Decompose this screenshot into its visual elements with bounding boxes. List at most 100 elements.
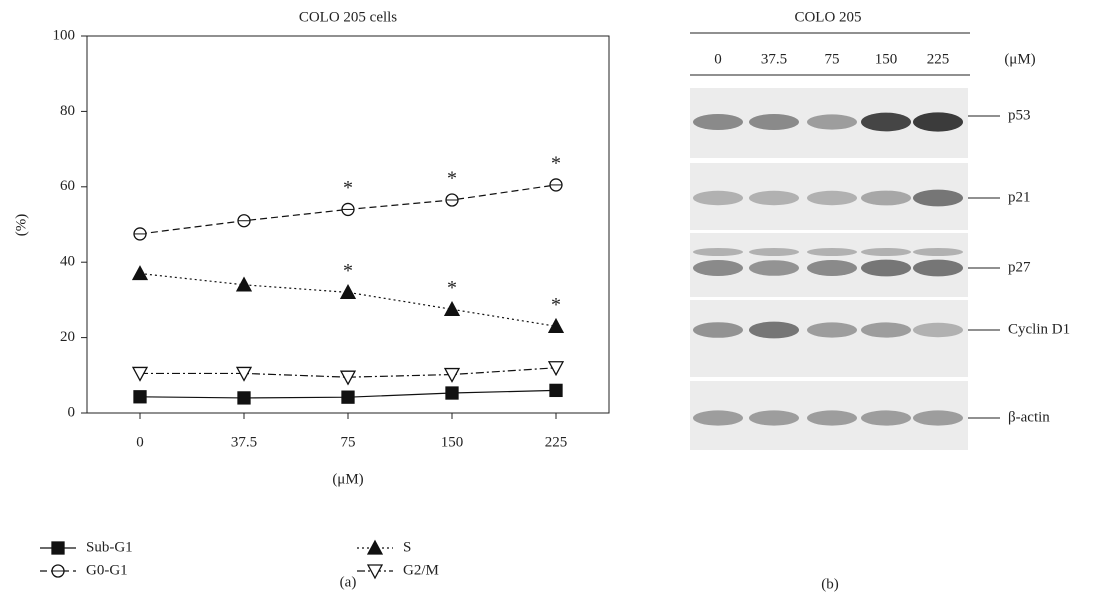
legend-item: G2/M — [357, 562, 439, 580]
marker — [341, 390, 355, 404]
marker — [547, 317, 565, 333]
lane-label: 225 — [927, 51, 950, 67]
band — [807, 260, 857, 276]
legend-item: G0-G1 — [40, 562, 128, 578]
lane-label: 37.5 — [761, 51, 787, 67]
significance-mark: * — [343, 177, 353, 199]
chart-title: COLO 205 cells — [299, 9, 397, 25]
blot-panel — [690, 381, 968, 450]
marker — [547, 361, 565, 377]
marker — [235, 366, 253, 382]
marker — [133, 227, 147, 241]
band — [693, 114, 743, 130]
protein-label: β-actin — [1008, 409, 1050, 425]
band — [749, 321, 799, 339]
band — [693, 190, 743, 206]
y-tick-label: 80 — [60, 103, 75, 119]
y-tick-label: 20 — [60, 329, 75, 345]
band — [693, 322, 743, 338]
x-tick-label: 150 — [441, 434, 464, 450]
marker — [443, 367, 461, 383]
marker — [237, 214, 251, 228]
protein-label: p53 — [1008, 107, 1031, 123]
protein-label: Cyclin D1 — [1008, 321, 1070, 337]
legend-label: S — [403, 539, 411, 555]
band — [807, 322, 857, 338]
x-tick-label: 37.5 — [231, 434, 257, 450]
significance-mark: * — [343, 260, 353, 282]
x-axis-label: (μM) — [332, 471, 363, 487]
marker — [549, 383, 563, 398]
marker — [51, 564, 65, 578]
band — [693, 410, 743, 426]
band — [807, 410, 857, 426]
band — [749, 190, 799, 206]
band — [861, 259, 911, 277]
plot-frame — [86, 35, 610, 414]
marker — [339, 283, 357, 300]
protein-label: p21 — [1008, 189, 1031, 205]
band — [913, 259, 963, 277]
marker — [237, 391, 251, 405]
band — [913, 410, 963, 426]
significance-mark: * — [551, 153, 561, 175]
band — [861, 112, 911, 132]
band — [693, 248, 743, 256]
marker — [341, 202, 355, 217]
y-tick-label: 100 — [53, 27, 76, 43]
y-tick-label: 40 — [60, 254, 75, 270]
band — [693, 260, 743, 276]
blot-title: COLO 205 — [794, 9, 861, 25]
band — [913, 112, 963, 132]
band — [749, 410, 799, 426]
marker — [133, 390, 147, 404]
marker — [235, 276, 253, 292]
significance-mark: * — [551, 294, 561, 316]
lane-label: 0 — [714, 51, 722, 67]
band — [807, 114, 857, 130]
y-tick-label: 0 — [68, 404, 76, 420]
panel-label: (b) — [821, 576, 839, 592]
band — [749, 260, 799, 276]
blot-panel — [690, 300, 968, 377]
band — [749, 248, 799, 256]
marker — [51, 541, 65, 555]
x-tick-label: 0 — [136, 434, 144, 450]
significance-mark: * — [447, 168, 457, 190]
band — [861, 410, 911, 426]
band — [861, 190, 911, 206]
marker — [366, 539, 384, 555]
legend-label: G2/M — [403, 562, 439, 578]
y-tick-label: 60 — [60, 178, 75, 194]
legend-label: Sub-G1 — [86, 539, 133, 555]
band — [807, 190, 857, 206]
x-tick-label: 75 — [341, 434, 356, 450]
band — [749, 114, 799, 130]
band — [913, 322, 963, 338]
x-tick-label: 225 — [545, 434, 568, 450]
marker — [366, 564, 384, 580]
marker — [131, 265, 149, 281]
panel-label: (a) — [340, 574, 357, 590]
band — [913, 189, 963, 207]
marker — [443, 300, 461, 316]
marker — [445, 386, 459, 400]
legend-label: G0-G1 — [86, 562, 128, 578]
y-axis-label: (%) — [13, 214, 29, 237]
marker — [339, 370, 357, 386]
marker — [445, 193, 459, 207]
legend-item: S — [357, 539, 411, 555]
band — [861, 322, 911, 338]
band — [807, 248, 857, 256]
band — [861, 248, 911, 256]
protein-label: p27 — [1008, 259, 1031, 275]
blot-unit: (μM) — [1004, 51, 1035, 67]
marker — [131, 366, 149, 382]
legend-item: Sub-G1 — [40, 539, 133, 555]
marker — [549, 178, 563, 192]
lane-label: 75 — [825, 51, 840, 67]
significance-mark: * — [447, 277, 457, 299]
band — [913, 248, 963, 256]
lane-label: 150 — [875, 51, 898, 67]
